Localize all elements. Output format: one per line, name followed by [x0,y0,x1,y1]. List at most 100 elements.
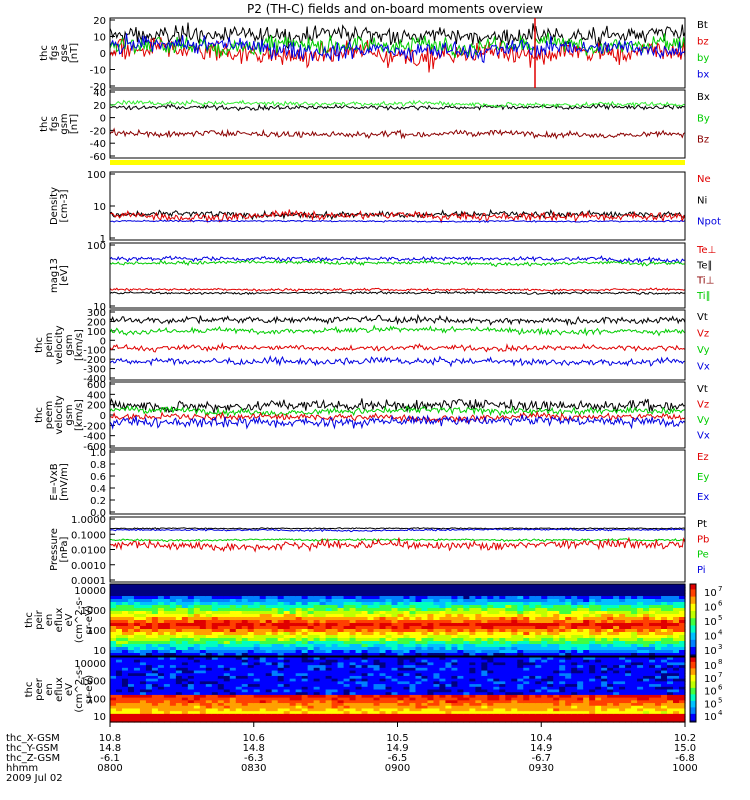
heatmap-cell [211,697,219,701]
heatmap-cell [331,611,339,615]
heatmap-cell [110,608,117,612]
heatmap-cell [355,590,363,594]
heatmap-cell [547,657,554,661]
heatmap-cell [199,686,207,691]
heatmap-cell [517,596,524,600]
heatmap-cell [301,692,309,696]
heatmap-cell [217,719,225,723]
heatmap-cell [247,632,255,636]
heatmap-cell [451,719,458,723]
heatmap-cell [433,593,441,597]
heatmap-cell [487,587,494,591]
heatmap-cell [337,587,345,591]
series-line-Npot [109,219,686,223]
heatmap-cell [295,711,303,715]
heatmap-cell [349,602,357,606]
heatmap-cell [589,675,596,680]
x-axis-row-label: thc_X-GSM [6,733,60,744]
heatmap-cell [151,653,159,657]
heatmap-cell [565,593,572,597]
heatmap-cell [643,641,650,645]
heatmap-cell [259,629,267,633]
heatmap-cell [115,659,123,664]
heatmap-cell [343,659,351,664]
heatmap-cell [163,694,171,699]
heatmap-cell [547,614,554,618]
heatmap-cell [307,689,315,693]
y-tick-label: -10 [90,66,106,77]
heatmap-cell [553,662,560,666]
heatmap-cell [169,692,177,696]
heatmap-cell [595,608,602,612]
heatmap-cell [397,708,405,712]
heatmap-cell [271,644,279,648]
heatmap-cell [547,632,554,636]
heatmap-cell [625,694,632,699]
heatmap-cell [655,700,662,704]
heatmap-cell [469,653,476,657]
heatmap-cell [565,650,572,654]
heatmap-cell [421,657,429,661]
heatmap-cell [193,617,201,621]
heatmap-cell [145,602,153,606]
heatmap-cell [421,608,429,612]
heatmap-cell [367,638,375,642]
heatmap-cell [385,620,393,624]
heatmap-cell [649,635,656,639]
legend-entry: Ni [697,195,707,206]
heatmap-cell [415,626,423,630]
heatmap-cell [511,644,518,648]
heatmap-cell [289,629,297,633]
heatmap-cell [631,705,638,710]
heatmap-cell [235,719,243,723]
heatmap-cell [667,611,674,615]
heatmap-cell [403,584,411,588]
heatmap-cell [445,632,453,636]
heatmap-cell [529,599,536,603]
heatmap-cell [187,626,195,630]
heatmap-cell [169,632,177,636]
heatmap-cell [169,590,177,594]
heatmap-cell [115,686,123,691]
heatmap-cell [415,670,423,674]
heatmap-cell [355,587,363,591]
heatmap-cell [583,617,590,621]
heatmap-cell [541,670,548,674]
heatmap-cell [259,675,267,680]
heatmap-cell [379,602,387,606]
heatmap-cell [577,697,584,701]
heatmap-cell [565,611,572,615]
heatmap-cell [535,667,542,672]
heatmap-cell [139,705,147,710]
heatmap-cell [337,608,345,612]
heatmap-cell [229,667,237,672]
heatmap-cell [589,626,596,630]
colorbar-segment [690,692,696,695]
heatmap-cell [583,662,590,666]
heatmap-cell [523,678,530,682]
heatmap-cell [145,614,153,618]
heatmap-cell [127,602,135,606]
heatmap-cell [199,662,207,666]
heatmap-cell [313,602,321,606]
heatmap-cell [145,716,153,720]
heatmap-cell [667,614,674,618]
heatmap-cell [583,657,590,661]
heatmap-cell [583,678,590,682]
heatmap-cell [271,708,279,712]
heatmap-cell [511,602,518,606]
heatmap-cell [541,587,548,591]
heatmap-cell [211,692,219,696]
heatmap-cell [577,632,584,636]
heatmap-cell [110,678,117,682]
heatmap-cell [463,599,470,603]
heatmap-cell [373,590,381,594]
heatmap-cell [277,694,285,699]
heatmap-cell [451,650,458,654]
heatmap-cell [577,626,584,630]
heatmap-cell [355,620,363,624]
heatmap-cell [175,584,183,588]
heatmap-cell [403,608,411,612]
heatmap-cell [361,681,369,685]
heatmap-cell [613,678,620,682]
